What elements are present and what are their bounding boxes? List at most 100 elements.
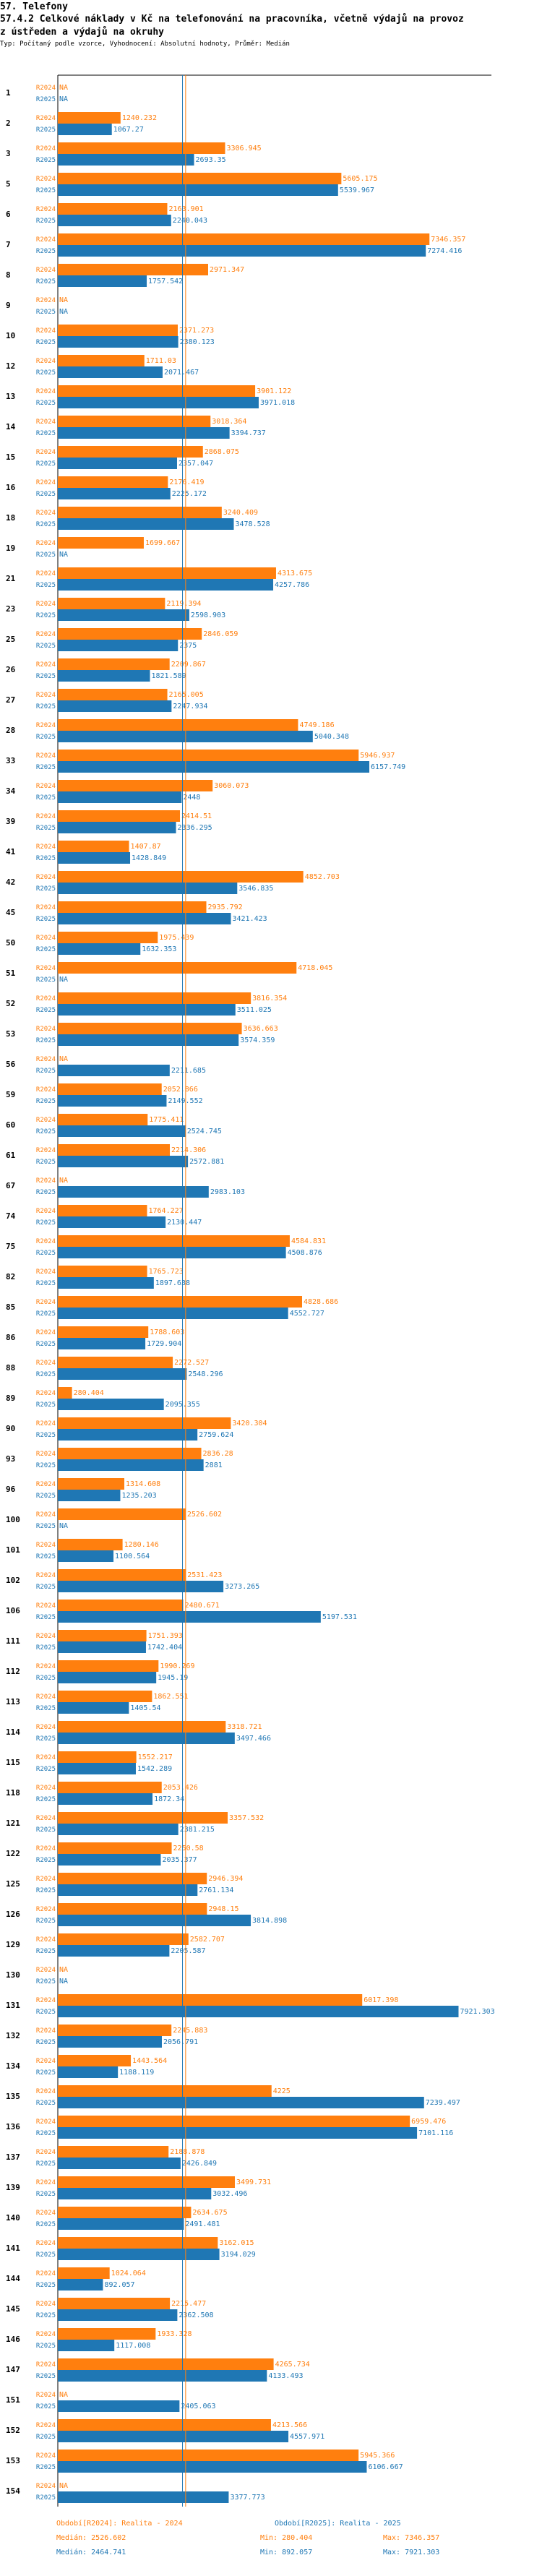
series-label-r2024: R2024	[36, 449, 56, 456]
value-label-r2024: 5946.937	[360, 752, 395, 760]
series-label-r2024: R2024	[36, 2331, 56, 2338]
series-label-r2024: R2024	[36, 2452, 56, 2460]
series-label-r2025: R2025	[36, 2160, 56, 2168]
bar-r2025	[58, 1338, 146, 1349]
bar-r2025	[58, 1702, 129, 1714]
bar-r2024	[58, 1326, 149, 1338]
row-tick-label: 96	[6, 1485, 16, 1494]
bar-r2024	[58, 1235, 290, 1247]
bar-r2025	[58, 2400, 180, 2412]
value-label-r2025: 1405.54	[130, 1704, 160, 1712]
value-label-r2024: 1975.439	[159, 934, 194, 942]
bar-r2024	[58, 1387, 72, 1399]
series-label-r2024: R2024	[36, 1542, 56, 1549]
value-label-r2025: 2211.685	[171, 1067, 206, 1075]
row-tick-label: 132	[6, 2031, 20, 2040]
value-label-r2025: 4552.727	[290, 1310, 324, 1318]
series-label-r2024: R2024	[36, 1481, 56, 1488]
series-label-r2025: R2025	[36, 1007, 56, 1014]
bar-r2024	[58, 385, 256, 397]
value-label-r2024: 1024.064	[111, 2270, 146, 2277]
series-label-r2024: R2024	[36, 1177, 56, 1185]
row-tick-label: 89	[6, 1394, 15, 1403]
bar-r2025	[58, 943, 141, 955]
value-label-r2025: 2381.215	[180, 1826, 215, 1834]
value-label-r2025: 2759.624	[199, 1431, 233, 1439]
series-label-r2025: R2025	[36, 794, 56, 802]
series-label-r2024: R2024	[36, 601, 56, 608]
bar-r2025	[58, 366, 163, 378]
row-tick-label: 67	[6, 1181, 15, 1190]
row-tick-label: 134	[6, 2061, 20, 2071]
row-tick-label: 33	[6, 756, 15, 765]
bar-r2024	[58, 2176, 235, 2188]
bar-r2025	[58, 579, 274, 591]
bar-r2025	[58, 1854, 161, 1866]
na-label-r2024: NA	[59, 2391, 68, 2399]
row-tick-label: 93	[6, 1454, 15, 1464]
value-label-r2025: 2225.172	[172, 490, 207, 498]
series-label-r2024: R2024	[36, 1693, 56, 1701]
bar-r2025	[58, 1034, 239, 1046]
bar-r2025	[58, 215, 171, 226]
series-label-r2024: R2024	[36, 1754, 56, 1761]
series-label-r2024: R2024	[36, 2118, 56, 2126]
bar-r2024	[58, 567, 276, 579]
series-label-r2025: R2025	[36, 2343, 56, 2350]
series-label-r2025: R2025	[36, 2191, 56, 2198]
bar-r2024	[58, 901, 207, 913]
bar-r2025	[58, 1368, 187, 1380]
bar-r2024	[58, 1023, 242, 1034]
bar-r2024	[58, 598, 165, 609]
bar-r2025	[58, 1581, 224, 1592]
value-label-r2024: 1314.608	[126, 1480, 160, 1488]
row-tick-label: 114	[6, 1727, 20, 1737]
row-tick-label: 141	[6, 2244, 20, 2253]
series-label-r2025: R2025	[36, 1432, 56, 1439]
bar-r2025	[58, 1247, 286, 1258]
series-label-r2024: R2024	[36, 1906, 56, 1913]
series-label-r2025: R2025	[36, 1826, 56, 1834]
series-label-r2025: R2025	[36, 187, 56, 194]
series-label-r2024: R2024	[36, 2058, 56, 2065]
row-tick-label: 129	[6, 1940, 20, 1949]
value-label-r2024: 1764.227	[148, 1207, 183, 1215]
bar-r2024	[58, 173, 342, 184]
value-label-r2024: 4828.686	[304, 1298, 338, 1306]
series-label-r2025: R2025	[36, 946, 56, 953]
value-label-r2025: 2491.481	[185, 2220, 220, 2228]
value-label-r2025: 2548.296	[188, 1370, 223, 1378]
row-tick-label: 121	[6, 1819, 20, 1828]
row-tick-label: 74	[6, 1211, 16, 1221]
value-label-r2024: 2846.059	[203, 630, 238, 638]
value-label-r2024: 2176.419	[169, 478, 204, 486]
series-label-r2025: R2025	[36, 1128, 56, 1135]
series-label-r2025: R2025	[36, 309, 56, 316]
value-label-r2024: 2119.394	[166, 600, 201, 608]
value-label-r2024: 6959.476	[411, 2118, 446, 2126]
bar-r2025	[58, 245, 426, 257]
value-label-r2024: 1699.667	[145, 539, 180, 547]
legend-max-r2025: Max: 7921.303	[383, 2549, 439, 2556]
bar-r2025	[58, 1399, 164, 1410]
legend-r2025-title: Období[R2025]: Realita - 2025	[275, 2519, 401, 2528]
bar-r2025	[58, 184, 338, 196]
value-label-r2024: 2836.28	[203, 1450, 233, 1458]
bar-r2024	[58, 628, 202, 640]
row-tick-label: 25	[6, 635, 15, 644]
na-label-r2025: NA	[59, 551, 68, 559]
row-tick-label: 3	[6, 149, 11, 158]
value-label-r2025: 1742.404	[147, 1644, 182, 1652]
bar-r2024	[58, 2207, 192, 2218]
value-label-r2024: 2245.883	[173, 2027, 207, 2035]
row-tick-label: 146	[6, 2335, 20, 2344]
bar-r2024	[58, 2116, 410, 2127]
bar-r2025	[58, 640, 178, 651]
value-label-r2024: 2163.901	[168, 205, 203, 213]
series-label-r2025: R2025	[36, 1796, 56, 1803]
bar-r2025	[58, 1550, 114, 1562]
series-label-r2024: R2024	[36, 1451, 56, 1458]
series-label-r2024: R2024	[36, 1997, 56, 2004]
bar-r2025	[58, 791, 182, 803]
value-label-r2024: 1933.328	[157, 2330, 192, 2338]
